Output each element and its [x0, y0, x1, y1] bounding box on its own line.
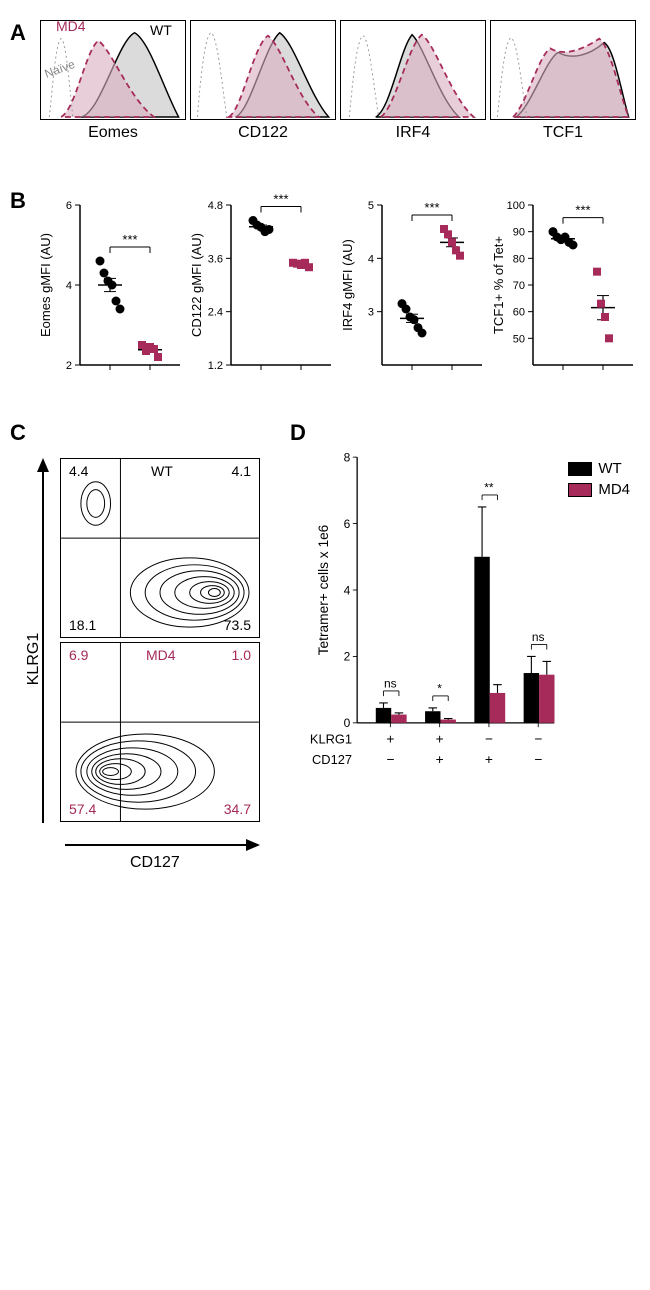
contour-wt: 4.4 WT 4.1 18.1 73.5 [60, 458, 260, 638]
scatter-0: 2 4 6 *** Eomes gMFI (AU) [40, 190, 185, 380]
svg-text:*: * [437, 681, 442, 695]
histogram-label: TCF1 [490, 124, 636, 142]
svg-text:70: 70 [513, 280, 525, 292]
md4-q1: 6.9 [69, 647, 88, 663]
panel-b: 2 4 6 *** Eomes gMFI (AU) 1.2 2.4 3.6 4.8 *** CD12… [10, 190, 640, 400]
svg-text:***: *** [273, 192, 288, 207]
legend-d: WT MD4 [568, 460, 630, 502]
svg-text:80: 80 [513, 253, 525, 265]
md4-q2: 1.0 [232, 647, 251, 663]
x-axis-label-c: CD127 [130, 854, 180, 872]
panel-c: 4.4 WT 4.1 18.1 73.5 [10, 440, 270, 870]
svg-text:−: − [534, 731, 542, 746]
svg-text:90: 90 [513, 227, 525, 239]
svg-text:+: + [485, 752, 493, 767]
contour-md4: 6.9 MD4 1.0 57.4 34.7 [60, 642, 260, 822]
wt-q3: 18.1 [69, 617, 96, 633]
svg-text:2: 2 [66, 360, 72, 372]
wt-title: WT [151, 463, 173, 479]
svg-text:−: − [485, 731, 493, 746]
svg-text:60: 60 [513, 307, 525, 319]
legend-md4: MD4 [56, 18, 86, 34]
histogram-label: CD122 [190, 124, 336, 142]
scatter-3: 50 60 70 80 90 100 *** TCF1+ % of Tet+ [493, 190, 638, 380]
svg-text:6: 6 [344, 517, 351, 531]
y-axis-label-c: KLRG1 [25, 633, 43, 685]
svg-text:4.8: 4.8 [208, 200, 223, 212]
scatter-2: 3 4 5 *** IRF4 gMFI (AU) [342, 190, 487, 380]
legend-md4-item: MD4 [568, 481, 630, 498]
wt-q1: 4.4 [69, 463, 88, 479]
svg-text:3: 3 [368, 307, 374, 319]
histogram-tcf1 [490, 20, 636, 120]
svg-text:TCF1+ % of Tet+: TCF1+ % of Tet+ [491, 236, 506, 334]
histogram-label: IRF4 [340, 124, 486, 142]
histogram-cd122 [190, 20, 336, 120]
md4-main-cluster [76, 734, 214, 809]
svg-text:***: *** [424, 200, 439, 215]
svg-text:ns: ns [384, 677, 397, 691]
histogram-label: Eomes [40, 124, 186, 142]
svg-text:CD122 gMFI (AU): CD122 gMFI (AU) [189, 233, 204, 337]
svg-text:2.4: 2.4 [208, 307, 223, 319]
svg-text:+: + [386, 731, 394, 746]
svg-text:4: 4 [344, 583, 351, 597]
legend-md4-label: MD4 [598, 481, 630, 498]
svg-text:+: + [436, 752, 444, 767]
svg-text:3.6: 3.6 [208, 253, 223, 265]
svg-text:8: 8 [344, 450, 351, 464]
legend-md4-swatch [568, 483, 592, 497]
panel-a: Eomes CD122 IRF4 TCF1 MD4 WT Naïve [10, 20, 640, 170]
legend-wt: WT [150, 22, 172, 38]
svg-text:4: 4 [66, 280, 72, 292]
svg-text:2: 2 [344, 650, 351, 664]
svg-text:0: 0 [344, 716, 351, 730]
svg-text:1.2: 1.2 [208, 360, 223, 372]
svg-text:100: 100 [507, 200, 525, 212]
svg-text:4: 4 [368, 253, 374, 265]
md4-title: MD4 [146, 647, 176, 663]
svg-text:+: + [436, 731, 444, 746]
contour-md4-svg [61, 643, 259, 821]
svg-text:Tetramer+ cells x 1e6: Tetramer+ cells x 1e6 [316, 524, 331, 655]
svg-text:Eomes gMFI (AU): Eomes gMFI (AU) [38, 233, 53, 337]
svg-text:50: 50 [513, 333, 525, 345]
legend-wt-label: WT [598, 460, 621, 477]
svg-text:ns: ns [532, 630, 545, 644]
svg-text:5: 5 [368, 200, 374, 212]
svg-text:CD127: CD127 [312, 752, 352, 767]
contour-wt-svg [61, 459, 259, 637]
wt-q4: 73.5 [224, 617, 251, 633]
md4-q3: 57.4 [69, 801, 96, 817]
svg-text:***: *** [122, 232, 137, 247]
scatter-1: 1.2 2.4 3.6 4.8 *** CD122 gMFI (AU) [191, 190, 336, 380]
legend-wt-item: WT [568, 460, 630, 477]
svg-text:−: − [534, 752, 542, 767]
legend-wt-swatch [568, 462, 592, 476]
figure: A Eomes CD122 IRF4 TCF1 MD4 WT Naïve B 2… [10, 20, 640, 1280]
svg-text:***: *** [575, 203, 590, 218]
panel-d: WT MD4 0 2 4 6 8 Tetramer+ cells x 1e6 ns + − * + +… [290, 440, 640, 870]
svg-text:**: ** [484, 481, 494, 495]
wt-q2: 4.1 [232, 463, 251, 479]
histogram-irf4 [340, 20, 486, 120]
svg-text:IRF4 gMFI (AU): IRF4 gMFI (AU) [340, 239, 355, 331]
svg-text:−: − [386, 752, 394, 767]
md4-q4: 34.7 [224, 801, 251, 817]
svg-text:6: 6 [66, 200, 72, 212]
svg-text:KLRG1: KLRG1 [310, 731, 352, 746]
